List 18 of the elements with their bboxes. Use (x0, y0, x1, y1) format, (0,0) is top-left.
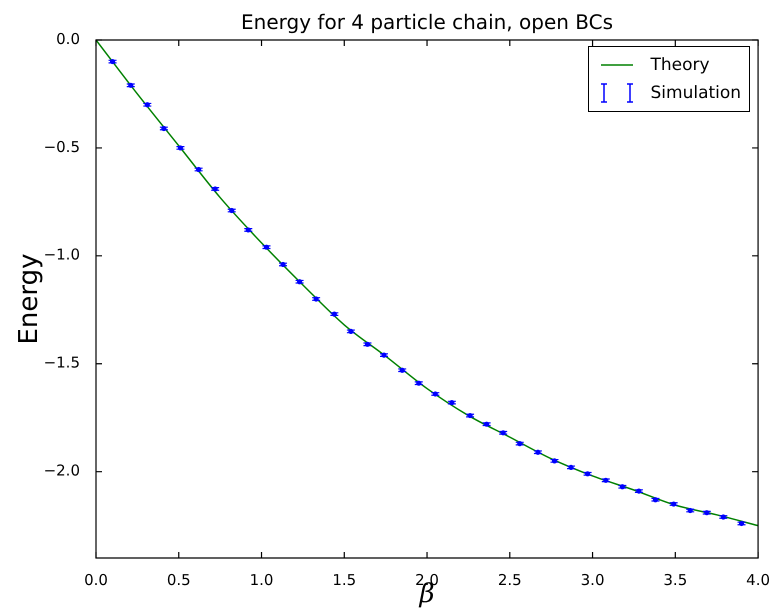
y-axis-title: Energy (14, 253, 44, 345)
x-tick-label: 2.5 (498, 570, 522, 589)
legend-label: Theory (650, 55, 710, 75)
x-tick-label: 3.5 (663, 570, 688, 589)
y-tick-label: −1.5 (44, 354, 80, 372)
x-tick-label: 3.0 (580, 570, 604, 589)
chart-title: Energy for 4 particle chain, open BCs (241, 10, 614, 34)
legend-label: Simulation (650, 83, 742, 103)
y-tick-label: −2.0 (44, 462, 80, 480)
y-tick-label: 0.0 (56, 30, 80, 48)
x-tick-label: 1.5 (332, 570, 356, 589)
line-series (96, 40, 758, 526)
x-tick-label: 1.0 (250, 570, 274, 589)
x-tick-label: 4.0 (746, 570, 770, 589)
x-tick-label: 0.5 (166, 570, 191, 589)
x-tick-label: 0.0 (84, 570, 108, 589)
y-tick-label: −0.5 (44, 138, 80, 156)
y-tick-label: −1.0 (44, 246, 80, 264)
